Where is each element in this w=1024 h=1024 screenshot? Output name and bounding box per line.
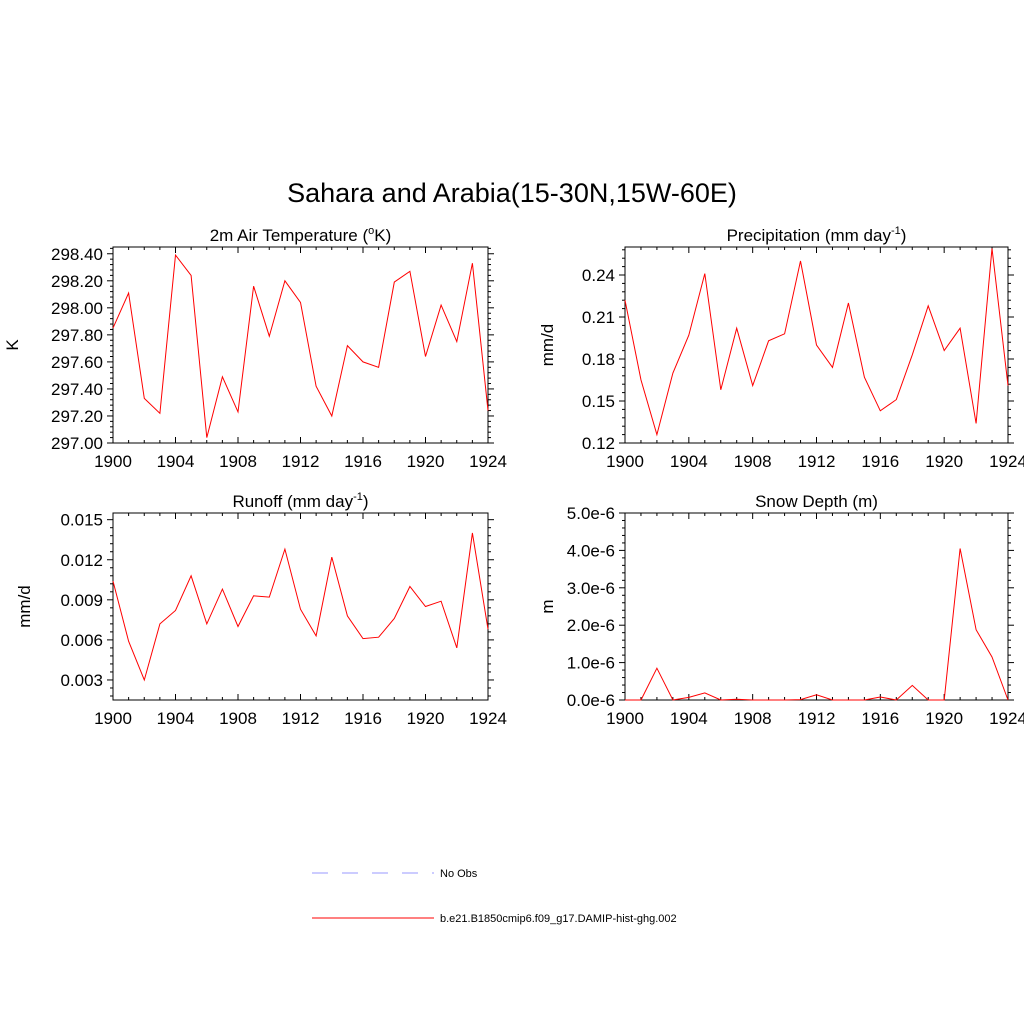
y-tick-label: 298.40 — [51, 245, 103, 264]
panel-title: Precipitation (mm day-1) — [727, 225, 907, 245]
x-tick-label: 1924 — [989, 452, 1024, 471]
panel-title-suffix: ) — [901, 226, 907, 245]
x-tick-label: 1908 — [219, 452, 257, 471]
x-tick-label: 1908 — [734, 452, 772, 471]
series-line — [112, 253, 489, 438]
x-tick-label: 1916 — [344, 452, 382, 471]
panel-title-text: Snow Depth (m) — [755, 492, 878, 511]
y-tick-label: 298.00 — [51, 299, 103, 318]
series-line — [112, 532, 489, 682]
x-tick-label: 1920 — [925, 452, 963, 471]
x-tick-label: 1900 — [606, 452, 644, 471]
x-tick-label: 1912 — [798, 452, 836, 471]
main-title: Sahara and Arabia(15-30N,15W-60E) — [287, 178, 737, 208]
x-tick-label: 1900 — [94, 709, 132, 728]
x-tick-label: 1920 — [407, 709, 445, 728]
y-axis-label: m — [538, 599, 557, 613]
y-tick-label: 0.0e-6 — [567, 691, 615, 710]
y-tick-label: 1.0e-6 — [567, 654, 615, 673]
chart-panel-1: 1900 1904 1908 1912 1916 1920 1924 297.00 297.20… — [3, 225, 507, 471]
y-tick-label: 4.0e-6 — [567, 541, 615, 560]
y-tick-label: 0.009 — [60, 591, 103, 610]
y-tick-label: 297.20 — [51, 407, 103, 426]
x-tick-label: 1900 — [94, 452, 132, 471]
y-tick-label: 2.0e-6 — [567, 616, 615, 635]
x-tick-label: 1904 — [670, 452, 708, 471]
plot-frame — [112, 512, 489, 701]
chart-panel-2: 1900 1904 1908 1912 1916 1920 1924 0.12 0.15 0.18… — [538, 225, 1024, 471]
x-tick-label: 1912 — [282, 452, 320, 471]
y-tick-label: 298.20 — [51, 272, 103, 291]
y-tick-label: 5.0e-6 — [567, 504, 615, 523]
panel-title-suffix: K) — [374, 226, 391, 245]
legend-label-2: b.e21.B1850cmip6.f09_g17.DAMIP-hist-ghg.… — [440, 913, 677, 925]
x-tick-label: 1908 — [734, 709, 772, 728]
plot-frame — [624, 512, 1009, 701]
panels: 1900 1904 1908 1912 1916 1920 1924 297.00 297.20… — [3, 225, 1024, 728]
panel-title-superscript: -1 — [353, 491, 363, 503]
legend-label-1: No Obs — [440, 868, 478, 880]
x-tick-label: 1916 — [344, 709, 382, 728]
series-line — [624, 248, 1009, 437]
chart-panel-4: 1900 1904 1908 1912 1916 1920 1924 0.0e-6 1.0e-6… — [538, 492, 1024, 728]
y-tick-label: 297.60 — [51, 353, 103, 372]
legend: No Obs b.e21.B1850cmip6.f09_g17.DAMIP-his… — [312, 868, 677, 925]
x-tick-label: 1904 — [157, 452, 195, 471]
panel-title-text: 2m Air Temperature ( — [210, 226, 369, 245]
y-tick-label: 0.21 — [582, 308, 615, 327]
x-tick-label: 1912 — [282, 709, 320, 728]
panel-title: Snow Depth (m) — [755, 492, 878, 511]
x-tick-label: 1920 — [925, 709, 963, 728]
x-tick-label: 1904 — [670, 709, 708, 728]
y-tick-label: 0.003 — [60, 671, 103, 690]
x-tick-label: 1912 — [798, 709, 836, 728]
series-line — [625, 548, 1009, 701]
y-tick-label: 0.15 — [582, 392, 615, 411]
x-tick-label: 1924 — [989, 709, 1024, 728]
y-tick-label: 0.015 — [60, 511, 103, 530]
y-tick-label: 0.12 — [582, 434, 615, 453]
y-tick-label: 3.0e-6 — [567, 579, 615, 598]
x-tick-label: 1924 — [469, 709, 507, 728]
y-tick-label: 0.012 — [60, 551, 103, 570]
y-axis-label: mm/d — [538, 324, 557, 367]
panel-title: Runoff (mm day-1) — [232, 491, 368, 511]
panel-title-superscript: -1 — [891, 225, 901, 237]
panel-title: 2m Air Temperature (oK) — [210, 225, 392, 245]
x-tick-label: 1908 — [219, 709, 257, 728]
y-tick-label: 0.24 — [582, 266, 615, 285]
x-tick-label: 1916 — [861, 709, 899, 728]
panel-title-text: Precipitation (mm day — [727, 226, 892, 245]
y-axis-label: mm/d — [15, 585, 34, 628]
plot-frame — [112, 246, 489, 444]
x-tick-label: 1916 — [861, 452, 899, 471]
y-tick-label: 297.40 — [51, 380, 103, 399]
chart-panel-3: 1900 1904 1908 1912 1916 1920 1924 0.003 0.006 0.… — [15, 491, 507, 728]
panel-title-suffix: ) — [363, 492, 369, 511]
y-axis-label: K — [3, 339, 22, 351]
y-tick-label: 0.18 — [582, 350, 615, 369]
x-tick-label: 1924 — [469, 452, 507, 471]
x-tick-label: 1900 — [606, 709, 644, 728]
panel-title-superscript: o — [368, 225, 374, 237]
y-tick-label: 297.80 — [51, 326, 103, 345]
x-tick-label: 1904 — [157, 709, 195, 728]
x-tick-label: 1920 — [407, 452, 445, 471]
y-tick-label: 0.006 — [60, 631, 103, 650]
panel-title-text: Runoff (mm day — [232, 492, 353, 511]
y-tick-label: 297.00 — [51, 434, 103, 453]
